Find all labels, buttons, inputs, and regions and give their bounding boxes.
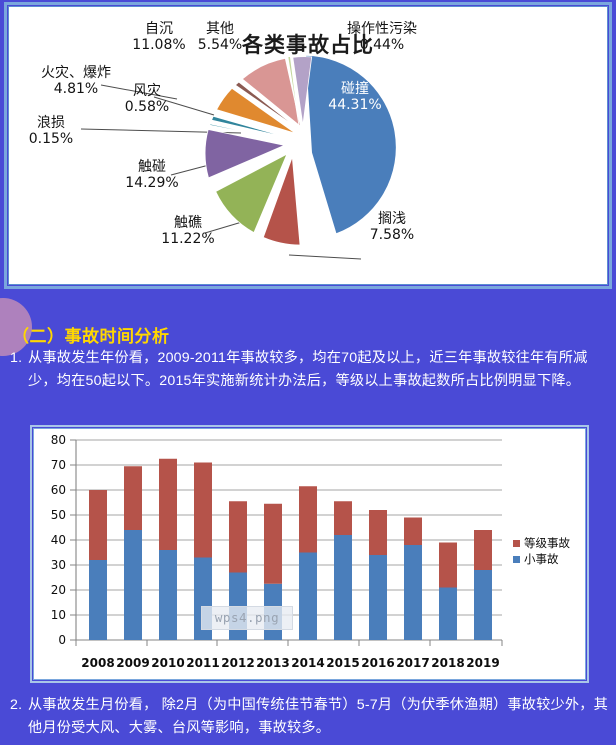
section-heading: （二）事故时间分析 <box>12 327 170 346</box>
pie-label-langsun: 浪损 0.15% <box>28 115 74 148</box>
pie-slice-caozuoxingwuran <box>287 56 300 125</box>
legend-label-small: 小事故 <box>524 552 559 566</box>
x-tick-2018: 2018 <box>431 656 464 670</box>
legend-swatch-small <box>513 556 520 563</box>
bar-group-2019 <box>474 530 492 640</box>
y-tick-20: 20 <box>51 583 66 597</box>
bar-graded-2008 <box>89 490 107 560</box>
bar-group-2015 <box>334 501 352 640</box>
pie-slice-geqian <box>262 156 301 246</box>
bar-graded-2014 <box>299 486 317 553</box>
x-tick-2014: 2014 <box>291 656 324 670</box>
bar-group-2008 <box>89 490 107 640</box>
pie-label-huozaibaozha: 火灾、爆炸 4.81% <box>41 65 111 98</box>
pie-label-chujiao: 触礁 11.22% <box>161 215 215 248</box>
legend-swatch-graded <box>513 540 520 547</box>
bar-graded-2015 <box>334 501 352 535</box>
y-axis-labels: 80 70 60 50 40 30 20 10 0 <box>51 433 66 647</box>
pie-label-zichen: 自沉 11.08% <box>132 21 186 54</box>
y-tick-0: 0 <box>58 633 66 647</box>
bar-small-2019 <box>474 570 492 640</box>
x-tick-2009: 2009 <box>116 656 149 670</box>
y-tick-40: 40 <box>51 533 66 547</box>
pie-label-caozuoxingwuran: 操作性污染 0.44% <box>347 21 417 54</box>
pie-label-fengzai: 风灾 0.58% <box>124 83 170 116</box>
x-tick-2016: 2016 <box>361 656 394 670</box>
bar-group-2014 <box>299 486 317 640</box>
pie-slice-zichen <box>241 57 302 128</box>
bar-group-2010 <box>159 458 177 640</box>
bar-group-2017 <box>404 517 422 640</box>
x-tick-2015: 2015 <box>326 656 359 670</box>
bar-small-2008 <box>89 560 107 640</box>
pie-chart-title: 各类事故占比 <box>242 33 374 57</box>
pie-slice-pengzhuang <box>305 54 397 235</box>
pie-slices <box>204 54 397 246</box>
y-tick-70: 70 <box>51 458 66 472</box>
bar-small-2009 <box>124 530 142 640</box>
bar-chart-legend: 等级事故 小事故 <box>513 536 570 566</box>
pie-label-chupeng: 触碰 14.29% <box>125 159 179 192</box>
pie-label-geqian: 搁浅 7.58% <box>369 211 415 244</box>
pie-chart-svg <box>80 54 397 260</box>
y-tick-10: 10 <box>51 608 66 622</box>
bar-small-2016 <box>369 555 387 640</box>
bar-group-2018 <box>439 542 457 640</box>
bar-chart-panel: 80 70 60 50 40 30 20 10 0 <box>30 425 589 683</box>
x-tick-marks <box>75 640 503 646</box>
pie-slice-qita <box>292 56 313 125</box>
paragraph-1: 1. 从事故发生年份看，2009-2011年事故较多，均在70起及以上，近三年事… <box>10 347 610 393</box>
pie-chart-inner: 各类事故占比 自沉 11.08% 其他 5.54% 操作性污染 0.44% 火灾… <box>9 7 607 284</box>
bar-chart-svg: 80 70 60 50 40 30 20 10 0 <box>34 429 585 679</box>
pie-label-pengzhuang: 碰撞 44.31% <box>328 81 382 114</box>
bar-series-group <box>89 458 492 640</box>
bar-graded-2013 <box>264 503 282 584</box>
bar-graded-2019 <box>474 530 492 570</box>
x-tick-2008: 2008 <box>81 656 114 670</box>
x-axis-labels: 2008 2009 2010 2011 2012 2013 2014 2015 … <box>81 656 499 670</box>
y-tick-80: 80 <box>51 433 66 447</box>
bar-small-2014 <box>299 552 317 640</box>
watermark-label: wps4.png <box>201 606 293 630</box>
bar-graded-2017 <box>404 517 422 545</box>
bar-graded-2009 <box>124 466 142 530</box>
paragraph-2: 2. 从事故发生月份看， 除2月（为中国传统佳节春节）5-7月（为伏季休渔期）事… <box>10 694 610 740</box>
pie-slice-langsun <box>209 123 287 141</box>
bar-graded-2016 <box>369 510 387 555</box>
pie-slice-fengzai <box>211 115 289 139</box>
legend-label-graded: 等级事故 <box>524 536 570 550</box>
pie-slice-divider <box>234 81 300 130</box>
x-tick-2012: 2012 <box>221 656 254 670</box>
pie-slice-huozaibaozha <box>216 87 296 134</box>
y-tick-50: 50 <box>51 508 66 522</box>
y-tick-60: 60 <box>51 483 66 497</box>
paragraph-2-text: 从事故发生月份看， 除2月（为中国传统佳节春节）5-7月（为伏季休渔期）事故较少… <box>28 697 609 736</box>
y-tick-marks <box>70 439 76 641</box>
bar-small-2010 <box>159 550 177 640</box>
x-tick-2013: 2013 <box>256 656 289 670</box>
pie-slice-chupeng <box>204 129 286 179</box>
x-tick-2019: 2019 <box>466 656 499 670</box>
x-tick-2011: 2011 <box>186 656 219 670</box>
x-tick-2017: 2017 <box>396 656 429 670</box>
bar-group-2016 <box>369 510 387 640</box>
paragraph-1-number: 1. <box>10 350 23 366</box>
paragraph-1-text: 从事故发生年份看，2009-2011年事故较多，均在70起及以上，近三年事故较往… <box>28 350 588 389</box>
bar-graded-2012 <box>229 501 247 573</box>
paragraph-2-number: 2. <box>10 697 23 713</box>
pie-label-qita: 其他 5.54% <box>197 21 243 54</box>
pie-slice-chujiao <box>215 153 288 234</box>
pie-chart-panel: 各类事故占比 自沉 11.08% 其他 5.54% 操作性污染 0.44% 火灾… <box>4 2 612 289</box>
bar-graded-2010 <box>159 458 177 550</box>
bar-small-2015 <box>334 535 352 640</box>
bar-small-2018 <box>439 587 457 640</box>
y-tick-30: 30 <box>51 558 66 572</box>
x-tick-2010: 2010 <box>151 656 184 670</box>
bar-graded-2018 <box>439 542 457 588</box>
bar-graded-2011 <box>194 462 212 558</box>
bar-group-2009 <box>124 466 142 640</box>
bar-small-2017 <box>404 545 422 640</box>
